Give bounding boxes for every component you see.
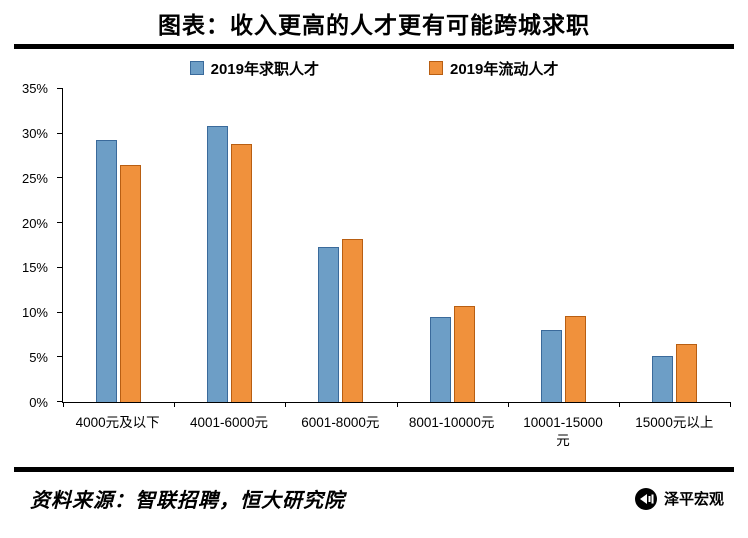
- y-axis-tick-mark: [57, 88, 63, 89]
- bar: [675, 343, 697, 402]
- y-axis-tick-label: 5%: [29, 350, 48, 366]
- footer: 资料来源：智联招聘，恒大研究院 泽平宏观: [0, 472, 748, 513]
- bar: [207, 125, 229, 402]
- x-axis-category-label: 15000元以上: [635, 415, 714, 430]
- y-axis-tick-mark: [57, 401, 63, 402]
- y-axis-tick-mark: [57, 311, 63, 313]
- chart-area: 0% 5% 10% 15% 20% 25% 30% 35% 4000元及以下 4001-6000…: [10, 79, 738, 459]
- x-axis-tick-mark: [507, 402, 509, 407]
- legend-label: 2019年流动人才: [450, 60, 559, 78]
- bars-container: [63, 89, 730, 402]
- x-axis-category-label: 4001-6000元: [189, 415, 269, 430]
- top-divider: [14, 44, 734, 49]
- y-axis-tick-label: 0%: [29, 395, 48, 410]
- bar: [342, 239, 364, 402]
- x-axis-category-label: 6001-8000元: [301, 415, 380, 430]
- x-axis-category-label: 10001-15000 元: [523, 415, 603, 449]
- x-axis-tick-mark: [730, 402, 731, 407]
- bar-group: [174, 89, 285, 402]
- y-axis-tick-mark: [57, 132, 63, 134]
- bar: [120, 165, 142, 402]
- x-axis-tick-mark: [396, 402, 398, 407]
- y-axis: 0% 5% 10% 15% 20% 25% 30% 35%: [10, 82, 56, 410]
- chart-title: 图表：收入更高的人才更有可能跨城求职: [158, 12, 590, 38]
- x-axis-tick-mark: [174, 402, 176, 407]
- x-axis-tick-mark: [63, 402, 64, 407]
- x-axis: 4000元及以下 4001-6000元 6001-8000元 8001-10000元 1…: [62, 407, 730, 459]
- bar: [231, 143, 253, 402]
- legend-item: 2019年流动人才: [429, 58, 558, 79]
- y-axis-tick-label: 20%: [21, 215, 48, 231]
- y-axis-tick-mark: [57, 356, 63, 358]
- x-axis-tick-mark: [285, 402, 287, 407]
- y-axis-tick-mark: [57, 222, 63, 224]
- bar-group: [63, 89, 174, 402]
- y-axis-tick-label: 15%: [21, 260, 48, 276]
- chart-legend: 2019年求职人才 2019年流动人才: [0, 57, 748, 79]
- bar: [318, 247, 340, 402]
- bar-group: [397, 89, 508, 402]
- legend-swatch-icon: [429, 61, 443, 75]
- bar: [651, 355, 673, 402]
- legend-label: 2019年求职人才: [210, 60, 319, 78]
- x-axis-tick-mark: [618, 402, 620, 407]
- plot-area: [57, 88, 731, 407]
- bar-group: [285, 89, 396, 402]
- y-axis-tick-label: 35%: [21, 81, 48, 96]
- bar-group: [619, 89, 730, 402]
- legend-swatch-icon: [189, 61, 204, 75]
- zeping-macro-logo-icon: [634, 487, 657, 510]
- bar: [453, 306, 475, 402]
- y-axis-tick-label: 10%: [21, 305, 48, 321]
- bar: [564, 316, 586, 402]
- y-axis-tick-mark: [57, 177, 63, 179]
- y-axis-tick-label: 25%: [21, 170, 48, 186]
- bar: [96, 139, 118, 402]
- bar: [540, 329, 562, 402]
- y-axis-tick-mark: [57, 266, 63, 268]
- source-text: 资料来源：智联招聘，恒大研究院: [30, 490, 345, 512]
- x-axis-category-label: 4000元及以下: [75, 415, 160, 430]
- brand: 泽平宏观: [634, 487, 724, 511]
- brand-name: 泽平宏观: [663, 491, 724, 508]
- y-axis-tick-label: 30%: [21, 125, 48, 141]
- bottom-divider: [14, 467, 734, 472]
- legend-item: 2019年求职人才: [189, 58, 319, 79]
- bar-group: [508, 89, 619, 402]
- x-axis-category-label: 8001-10000元: [408, 415, 495, 430]
- bar: [429, 317, 451, 402]
